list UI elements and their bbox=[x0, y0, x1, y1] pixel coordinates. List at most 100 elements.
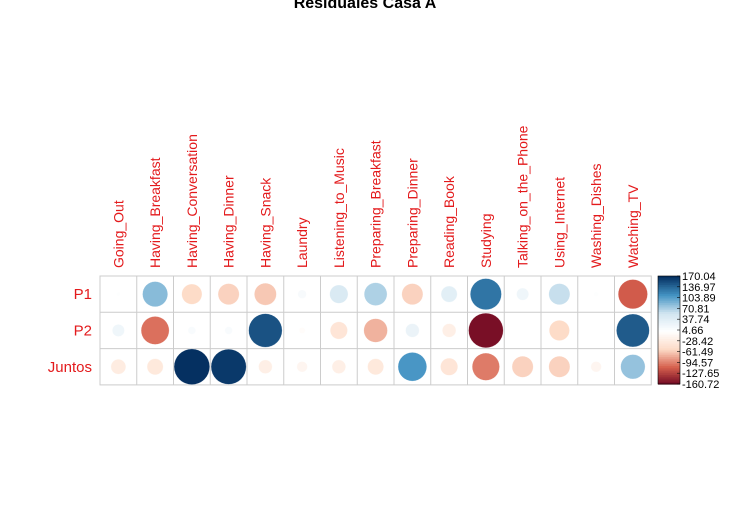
legend-swatch bbox=[658, 353, 680, 356]
legend-tick-label: 4.66 bbox=[682, 325, 703, 337]
legend-swatch bbox=[658, 337, 680, 340]
legend-swatch bbox=[658, 297, 680, 300]
legend-swatch bbox=[658, 313, 680, 317]
column-label: Having_Conversation bbox=[184, 134, 200, 268]
legend-swatch bbox=[658, 366, 680, 369]
legend-swatch bbox=[658, 290, 680, 293]
cell-circle-p2-having_snack bbox=[248, 313, 283, 348]
legend-tick-label: 136.97 bbox=[682, 282, 716, 294]
column-label: Washing_Dishes bbox=[588, 163, 604, 268]
cell-circle-p2-having_dinner bbox=[224, 326, 233, 335]
row-label: P1 bbox=[74, 286, 92, 303]
chart-title: Residuales Casa A bbox=[294, 0, 437, 12]
legend-swatch bbox=[658, 276, 680, 279]
legend-tick-label: 70.81 bbox=[682, 303, 710, 315]
legend-tick-label: -127.65 bbox=[682, 368, 719, 380]
column-label: Reading_Book bbox=[441, 175, 457, 268]
cell-circle-p2-laundry bbox=[298, 327, 306, 334]
row-label: P2 bbox=[74, 322, 92, 339]
legend-swatch bbox=[658, 319, 680, 322]
grid bbox=[99, 275, 652, 386]
legend-swatch bbox=[658, 340, 680, 344]
column-label: Talking_on_the_Phone bbox=[515, 125, 531, 268]
cell-circle-juntos-listening_to_music bbox=[331, 359, 346, 374]
legend-swatch bbox=[658, 326, 680, 329]
legend-swatch bbox=[658, 348, 680, 351]
cell-circle-p2-having_breakfast bbox=[140, 316, 170, 345]
cell-circle-p2-watching_tv bbox=[616, 313, 650, 348]
circles bbox=[110, 278, 650, 385]
legend-swatch bbox=[658, 321, 680, 324]
legend-swatch bbox=[658, 317, 680, 320]
legend-swatch bbox=[658, 357, 680, 360]
legend-swatch bbox=[658, 367, 680, 371]
legend-swatch bbox=[658, 328, 680, 331]
legend-swatch bbox=[658, 375, 680, 378]
cell-circle-p2-listening_to_music bbox=[330, 321, 348, 340]
legend-swatch bbox=[658, 351, 680, 354]
legend-swatch bbox=[658, 285, 680, 288]
cell-circle-p2-preparing_dinner bbox=[405, 323, 420, 338]
legend-swatch bbox=[658, 292, 680, 295]
column-label: Preparing_Dinner bbox=[404, 158, 420, 268]
legend-swatch bbox=[658, 369, 680, 372]
legend-swatch bbox=[658, 380, 680, 383]
legend-swatch bbox=[658, 322, 680, 326]
legend-tick-label: -94.57 bbox=[682, 357, 713, 369]
column-label: Using_Internet bbox=[551, 177, 567, 268]
cell-circle-p2-having_conversation bbox=[187, 326, 196, 335]
legend-swatch bbox=[658, 295, 680, 299]
legend-tick-label: 37.74 bbox=[682, 314, 710, 326]
cell-circle-p1-talking_on_the_phone bbox=[516, 287, 529, 301]
cell-circle-juntos-having_conversation bbox=[173, 348, 210, 385]
column-label: Preparing_Breakfast bbox=[368, 140, 384, 268]
legend-tick-label: -160.72 bbox=[682, 379, 719, 391]
column-label: Having_Snack bbox=[257, 177, 273, 268]
legend-tick-label: -61.49 bbox=[682, 347, 713, 359]
legend-swatch bbox=[658, 342, 680, 345]
cell-circle-p1-watching_tv bbox=[618, 279, 648, 310]
legend-swatch bbox=[658, 301, 680, 304]
cell-circle-p2-washing_dishes bbox=[595, 329, 598, 332]
cell-circle-juntos-washing_dishes bbox=[590, 361, 602, 373]
legend-swatch bbox=[658, 303, 680, 306]
column-label: Listening_to_Music bbox=[331, 148, 347, 268]
legend-swatch bbox=[658, 346, 680, 349]
cell-circle-juntos-using_internet bbox=[548, 355, 571, 378]
legend-swatch bbox=[658, 330, 680, 333]
legend-swatch bbox=[658, 331, 680, 335]
legend-swatch bbox=[658, 360, 680, 363]
cell-circle-p1-going_out bbox=[116, 292, 121, 297]
column-label: Watching_TV bbox=[625, 184, 641, 268]
legend-swatch bbox=[658, 344, 680, 347]
legend-swatch bbox=[658, 288, 680, 291]
legend-swatch bbox=[658, 312, 680, 315]
legend-swatch bbox=[658, 299, 680, 302]
cell-circle-p1-having_breakfast bbox=[142, 281, 168, 307]
legend-tick-label: 103.89 bbox=[682, 293, 716, 305]
legend-swatch bbox=[658, 378, 680, 381]
cell-circle-juntos-having_breakfast bbox=[146, 358, 164, 376]
cell-circle-juntos-studying bbox=[472, 352, 500, 381]
cell-circle-juntos-having_dinner bbox=[210, 348, 247, 385]
legend-swatch bbox=[658, 294, 680, 297]
legend-tick-label: 170.04 bbox=[682, 271, 716, 283]
cell-circle-juntos-laundry bbox=[296, 361, 308, 373]
column-label: Studying bbox=[478, 214, 494, 268]
column-labels: Going_Out Having_Breakfast Having_Conversa… bbox=[110, 125, 641, 268]
column-label: Laundry bbox=[294, 217, 310, 268]
legend-swatch bbox=[658, 382, 680, 385]
cell-circle-p1-using_internet bbox=[548, 283, 571, 305]
cell-circle-juntos-going_out bbox=[110, 359, 127, 375]
legend-swatch bbox=[658, 371, 680, 374]
legend-swatch bbox=[658, 281, 680, 284]
column-label: Going_Out bbox=[110, 200, 126, 268]
column-label: Having_Breakfast bbox=[147, 157, 163, 268]
legend-swatch bbox=[658, 362, 680, 365]
legend-swatch bbox=[658, 358, 680, 362]
legend-swatch bbox=[658, 333, 680, 336]
legend-swatch bbox=[658, 310, 680, 313]
cell-circle-juntos-talking_on_the_phone bbox=[511, 355, 534, 378]
row-labels: P1 P2 Juntos bbox=[48, 286, 92, 376]
cell-circle-juntos-preparing_dinner bbox=[397, 352, 427, 382]
